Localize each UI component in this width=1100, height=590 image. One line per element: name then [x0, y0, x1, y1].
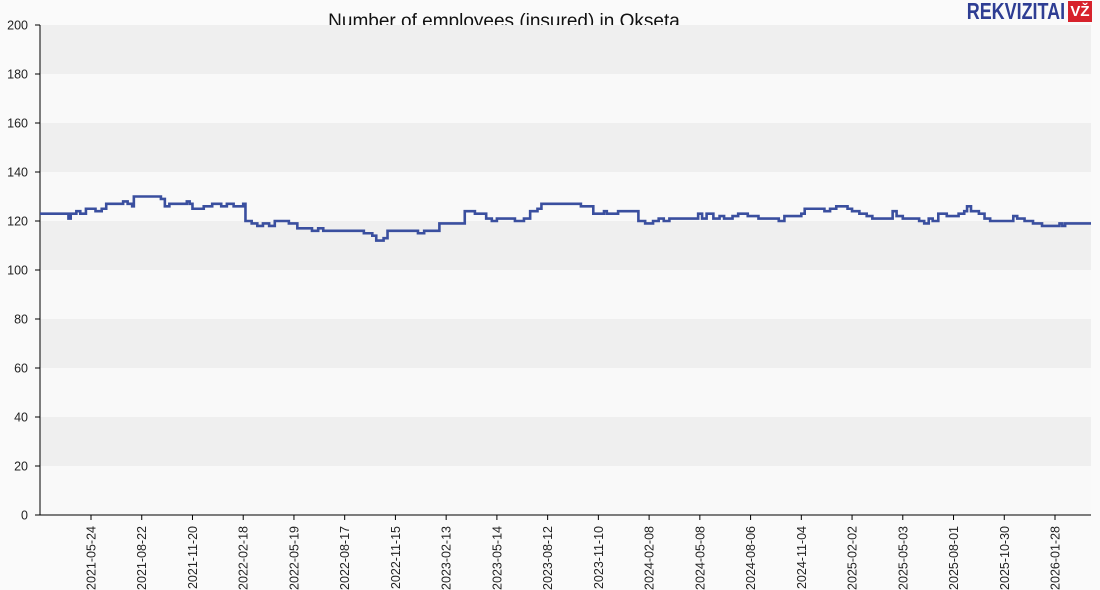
- x-tick-label: 2024-02-08: [643, 526, 657, 590]
- grid-band: [40, 25, 1091, 74]
- grid-band: [40, 221, 1091, 270]
- x-tick-label: 2025-08-01: [947, 526, 961, 590]
- x-tick-label: 2023-08-12: [541, 526, 555, 590]
- x-tick-label: 2026-01-28: [1049, 526, 1063, 590]
- x-tick-label: 2024-08-06: [744, 526, 758, 590]
- grid-band: [40, 417, 1091, 466]
- x-tick-label: 2025-05-03: [896, 526, 910, 590]
- y-tick-label: 200: [7, 19, 28, 33]
- grid-band: [40, 123, 1091, 172]
- grid-band: [40, 319, 1091, 368]
- x-tick-label: 2021-05-24: [85, 526, 99, 590]
- y-tick-label: 120: [7, 215, 28, 229]
- x-tick-label: 2025-10-30: [998, 526, 1012, 590]
- y-tick-label: 20: [14, 460, 28, 474]
- y-tick-label: 0: [21, 509, 28, 523]
- rekvizitai-logo[interactable]: REKVIZITAI VŽ: [939, 0, 1092, 24]
- x-tick-label: 2022-05-19: [287, 526, 301, 590]
- y-tick-label: 140: [7, 166, 28, 180]
- x-tick-label: 2024-05-08: [693, 526, 707, 590]
- x-tick-label: 2021-11-20: [186, 526, 200, 589]
- x-tick-label: 2023-11-10: [592, 526, 606, 589]
- employees-line: [40, 195, 1091, 242]
- x-tick-label: 2023-02-13: [440, 526, 454, 590]
- x-tick-label: 2022-02-18: [237, 526, 251, 590]
- y-tick-label: 80: [14, 313, 28, 327]
- x-tick-label: 2022-11-15: [389, 526, 403, 589]
- y-tick-label: 100: [7, 264, 28, 278]
- y-tick-label: 160: [7, 117, 28, 131]
- grid-bands: [40, 25, 1091, 515]
- x-axis-ticks: 2021-05-24 2021-08-22 2021-11-20 2022-02-18…: [85, 515, 1063, 590]
- logo-text: REKVIZITAI: [966, 0, 1065, 24]
- x-tick-label: 2024-11-04: [795, 526, 809, 589]
- y-tick-label: 60: [14, 362, 28, 376]
- logo-badge: VŽ: [1068, 0, 1092, 22]
- y-axis-ticks: 0 20 40 60 80 100 120 140 160 180 200: [7, 19, 40, 523]
- x-tick-label: 2022-08-17: [338, 526, 352, 590]
- x-tick-label: 2025-02-02: [846, 526, 860, 590]
- x-tick-label: 2021-08-22: [135, 526, 149, 590]
- x-tick-label: 2023-05-14: [490, 526, 504, 590]
- y-tick-label: 180: [7, 68, 28, 82]
- y-tick-label: 40: [14, 411, 28, 425]
